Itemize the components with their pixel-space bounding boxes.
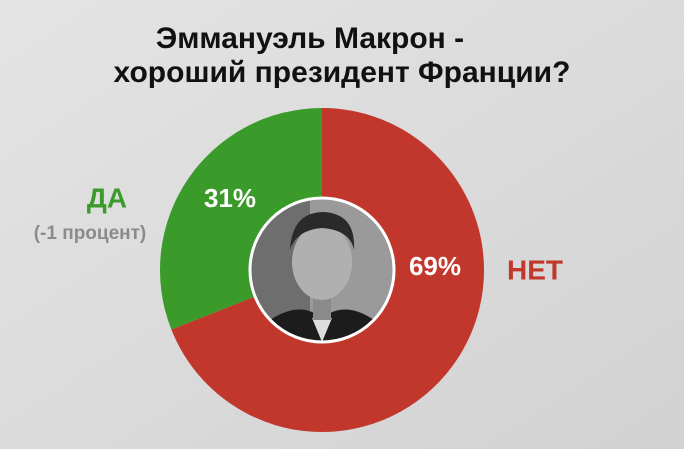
donut [160, 108, 484, 432]
value-label: 69% [409, 251, 461, 281]
chart-title: Эммануэль Макрон - [156, 22, 464, 55]
category-label: ДА [87, 182, 127, 213]
category-label: НЕТ [507, 254, 563, 285]
annotation: (-1 процент) [34, 223, 147, 244]
photo-frame [248, 196, 396, 344]
slice [160, 108, 322, 330]
chart-title: хороший президент Франции? [114, 56, 571, 89]
slice [171, 108, 484, 432]
value-label: 31% [204, 183, 256, 213]
